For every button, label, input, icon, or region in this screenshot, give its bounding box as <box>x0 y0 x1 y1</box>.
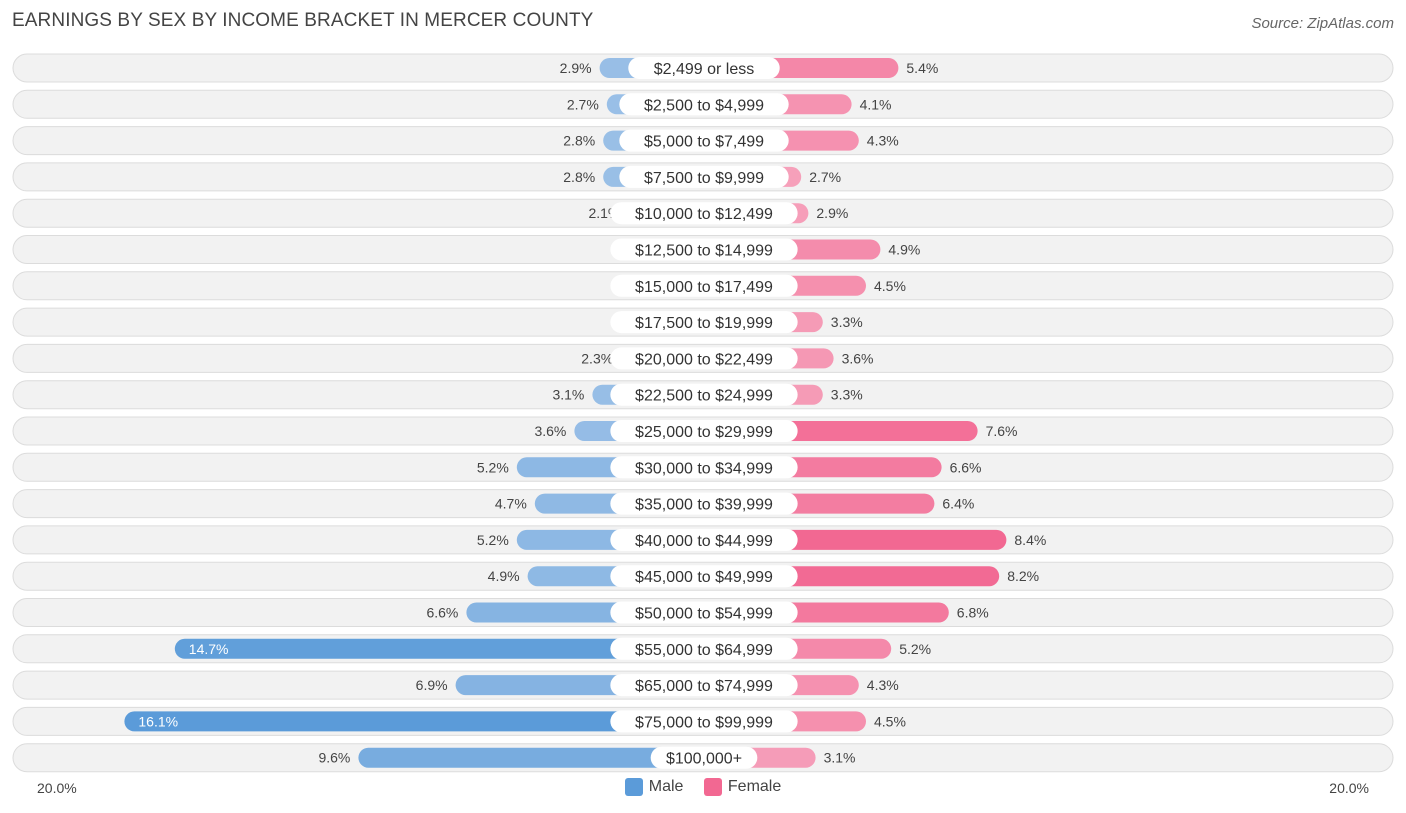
category-pill <box>610 238 798 261</box>
legend-label-male: Male <box>648 778 684 795</box>
category-pill <box>610 202 798 225</box>
category-label: $20,000 to $22,499 <box>635 351 773 368</box>
data-label-male: 2.3% <box>581 350 613 366</box>
data-label-male: 14.7% <box>189 641 229 657</box>
axis-left-label: 20.0% <box>37 780 77 796</box>
category-pill <box>610 710 798 733</box>
data-label-female: 4.9% <box>888 242 920 258</box>
data-label-female: 8.4% <box>1014 532 1046 548</box>
data-label-female: 4.5% <box>874 278 906 294</box>
legend-swatch-female <box>703 778 722 796</box>
category-label: $50,000 to $54,999 <box>635 606 773 623</box>
category-pill <box>610 492 798 515</box>
category-pill <box>610 383 798 406</box>
legend-item-male[interactable]: Male <box>624 778 684 796</box>
data-label-male: 4.7% <box>495 496 527 512</box>
chart-title: EARNINGS BY SEX BY INCOME BRACKET IN MER… <box>12 10 594 31</box>
data-label-female: 7.6% <box>986 423 1018 439</box>
bar-male <box>124 711 704 732</box>
category-pill <box>610 674 798 697</box>
category-pill <box>610 274 798 297</box>
category-label: $22,500 to $24,999 <box>635 388 773 405</box>
category-pill <box>628 57 780 79</box>
category-label: $55,000 to $64,999 <box>635 642 773 659</box>
legend: Male Female <box>0 778 1406 801</box>
data-label-female: 8.2% <box>1007 568 1039 584</box>
category-pill <box>610 456 798 479</box>
source-label: Source: ZipAtlas.com <box>1251 15 1394 32</box>
data-label-male: 9.6% <box>318 750 350 766</box>
data-label-male: 3.6% <box>534 423 566 439</box>
data-label-female: 5.4% <box>906 60 938 76</box>
data-label-female: 6.8% <box>957 605 989 621</box>
data-label-male: 5.2% <box>477 459 509 475</box>
category-label: $10,000 to $12,499 <box>635 206 773 223</box>
category-label: $12,500 to $14,999 <box>635 243 773 260</box>
data-label-female: 4.3% <box>867 677 899 693</box>
data-label-male: 2.9% <box>560 60 592 76</box>
data-label-female: 4.1% <box>860 96 892 112</box>
bar-male <box>358 747 704 768</box>
data-label-female: 3.3% <box>831 387 863 403</box>
data-label-male: 2.8% <box>563 133 595 149</box>
data-label-female: 4.5% <box>874 713 906 729</box>
data-label-female: 2.9% <box>816 205 848 221</box>
category-pill <box>619 129 789 152</box>
category-label: $7,500 to $9,999 <box>644 170 764 187</box>
category-pill <box>650 746 758 769</box>
data-label-female: 4.3% <box>867 133 899 149</box>
legend-item-female[interactable]: Female <box>703 778 782 796</box>
bar-male <box>174 638 705 659</box>
data-label-male: 2.8% <box>563 169 595 185</box>
data-label-female: 3.3% <box>831 314 863 330</box>
data-label-male: 6.9% <box>416 677 448 693</box>
category-label: $17,500 to $19,999 <box>635 315 773 332</box>
data-label-female: 2.7% <box>809 169 841 185</box>
category-pill <box>610 420 798 442</box>
category-label: $5,000 to $7,499 <box>644 134 764 151</box>
data-label-male: 2.7% <box>567 96 599 112</box>
category-label: $40,000 to $44,999 <box>635 533 773 550</box>
data-label-female: 6.4% <box>942 496 974 512</box>
category-label: $75,000 to $99,999 <box>635 714 773 731</box>
data-label-male: 3.1% <box>552 387 584 403</box>
data-label-male: 6.6% <box>426 605 458 621</box>
category-pill <box>610 347 798 370</box>
data-label-male: 16.1% <box>138 713 178 729</box>
category-pill <box>619 93 789 116</box>
legend-label-female: Female <box>727 778 782 795</box>
category-label: $15,000 to $17,499 <box>635 279 773 296</box>
category-label: $25,000 to $29,999 <box>635 424 773 441</box>
category-pill <box>610 565 798 588</box>
category-label: $100,000+ <box>666 751 742 768</box>
legend-swatch-male <box>624 778 643 796</box>
category-label: $30,000 to $34,999 <box>635 460 773 477</box>
category-label: $2,500 to $4,999 <box>644 97 764 114</box>
category-pill <box>610 637 798 660</box>
category-label: $65,000 to $74,999 <box>635 678 773 695</box>
category-pill <box>610 601 798 624</box>
data-label-female: 6.6% <box>950 459 982 475</box>
category-label: $45,000 to $49,999 <box>635 569 773 586</box>
category-pill <box>619 165 789 188</box>
category-pill <box>610 528 798 551</box>
category-label: $2,499 or less <box>654 61 755 78</box>
category-pill <box>610 311 798 334</box>
category-label: $35,000 to $39,999 <box>635 497 773 514</box>
axis-right-label: 20.0% <box>1329 780 1369 796</box>
data-label-female: 5.2% <box>899 641 931 657</box>
data-label-male: 5.2% <box>477 532 509 548</box>
data-label-male: 4.9% <box>488 568 520 584</box>
data-label-female: 3.1% <box>824 750 856 766</box>
data-label-female: 3.6% <box>842 350 874 366</box>
